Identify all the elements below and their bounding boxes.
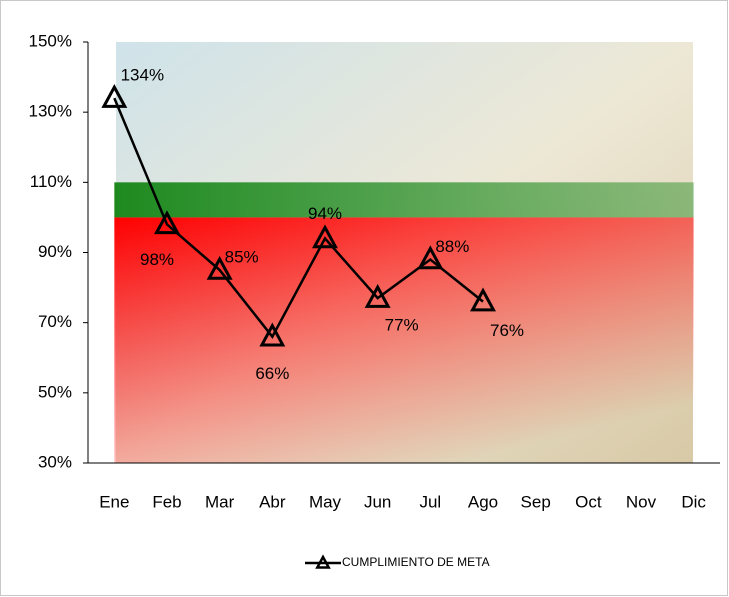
x-tick-label: Feb	[152, 492, 181, 511]
x-tick-label: Ene	[99, 492, 129, 511]
y-tick-label: 110%	[30, 172, 72, 191]
data-marker	[101, 83, 128, 108]
threshold-band	[114, 182, 694, 218]
data-label: 85%	[225, 248, 259, 267]
data-label: 76%	[490, 321, 524, 340]
x-tick-label: Ago	[468, 492, 498, 511]
y-tick-label: 50%	[38, 382, 72, 401]
x-tick-label: Mar	[205, 492, 235, 511]
y-tick-label: 90%	[38, 242, 72, 261]
y-tick-label: 150%	[29, 31, 72, 50]
data-marker	[312, 224, 338, 249]
x-tick-label: Sep	[521, 492, 551, 511]
data-marker	[417, 245, 444, 270]
data-label: 66%	[255, 364, 289, 383]
x-tick-label: May	[309, 492, 342, 511]
x-tick-label: Abr	[259, 492, 286, 511]
data-label: 77%	[385, 316, 419, 335]
x-tick-label: Dic	[681, 492, 706, 511]
data-marker	[206, 255, 233, 280]
data-label: 94%	[308, 204, 342, 223]
y-tick-label: 130%	[29, 102, 72, 121]
data-marker	[259, 322, 286, 347]
x-tick-label: Nov	[626, 492, 657, 511]
data-label: 134%	[121, 66, 164, 85]
data-marker	[364, 283, 391, 308]
legend-text: CUMPLIMIENTO DE META	[342, 555, 490, 569]
x-tick-label: Oct	[575, 492, 602, 511]
legend-marker	[315, 554, 331, 569]
threshold-band	[114, 217, 694, 463]
data-marker	[154, 210, 180, 235]
y-tick-label: 30%	[38, 452, 72, 471]
y-tick-label: 70%	[38, 312, 72, 331]
x-tick-label: Jul	[419, 492, 441, 511]
data-label: 98%	[140, 250, 174, 269]
x-tick-label: Jun	[364, 492, 391, 511]
data-label: 88%	[435, 237, 469, 256]
data-marker	[470, 287, 496, 312]
